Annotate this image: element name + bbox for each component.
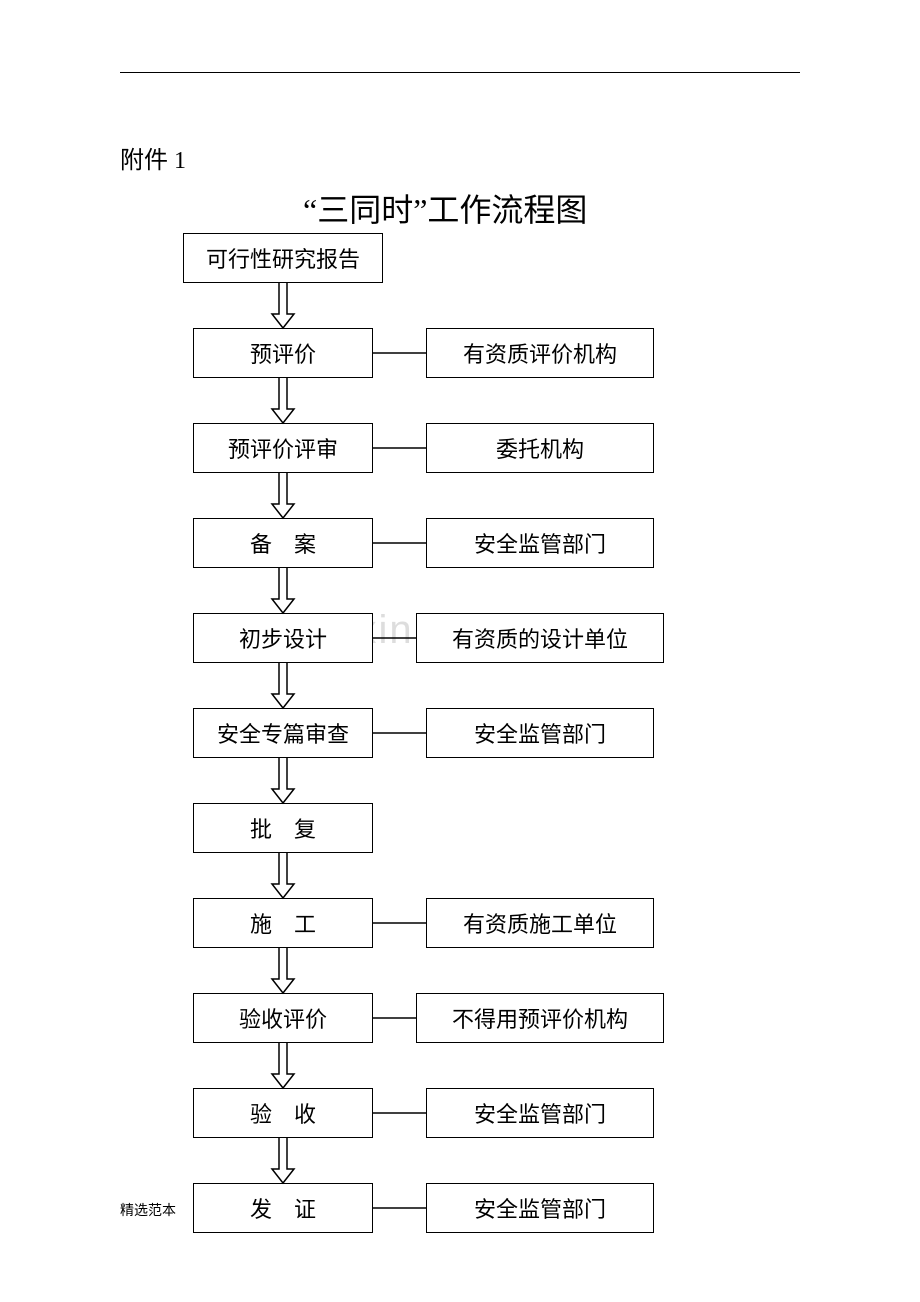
top-rule bbox=[120, 72, 800, 73]
connector-line bbox=[0, 233, 920, 1293]
page-title: “三同时”工作流程图 bbox=[303, 185, 587, 231]
attachment-label: 附件 1 bbox=[120, 140, 186, 175]
flowchart-container: 可行性研究报告预评价有资质评价机构预评价评审委托机构备 案安全监管部门初步设计有… bbox=[0, 233, 920, 1293]
